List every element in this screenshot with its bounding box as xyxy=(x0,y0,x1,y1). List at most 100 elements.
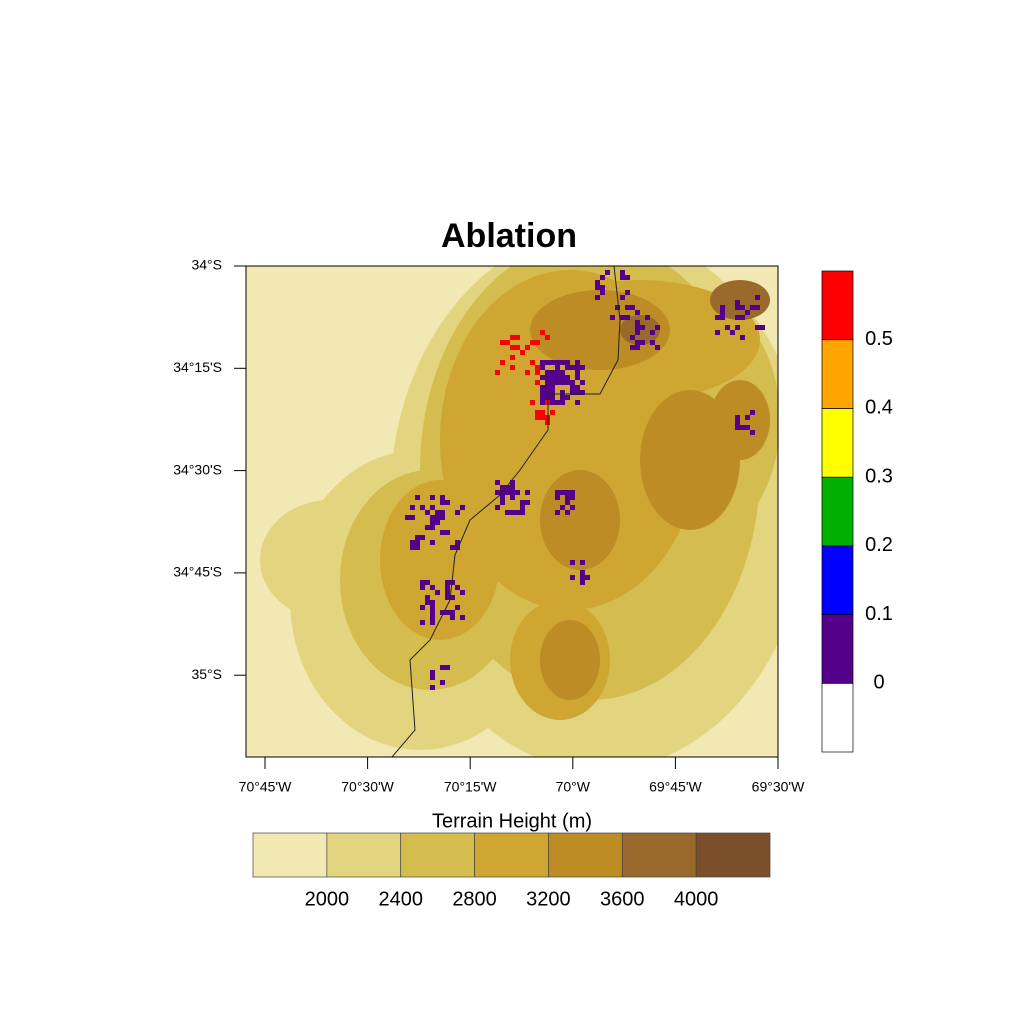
ablation-pixel xyxy=(445,530,450,535)
ablation-pixel xyxy=(535,370,540,375)
lat-label: 34°45'S xyxy=(173,564,222,580)
ablation-pixel xyxy=(735,305,740,310)
ablation-pixel xyxy=(640,340,645,345)
ablation-pixel xyxy=(460,505,465,510)
ablation-pixel xyxy=(570,490,575,495)
ablation-pixel xyxy=(505,490,510,495)
ablation-pixel xyxy=(440,510,445,515)
ablation-pixel xyxy=(425,595,430,600)
ablation-pixel xyxy=(565,395,570,400)
terrain-colorbar-box xyxy=(548,832,623,878)
ablation-pixel xyxy=(565,380,570,385)
ablation-pixel xyxy=(730,330,735,335)
ablation-pixel xyxy=(740,305,745,310)
ablation-pixel xyxy=(510,485,515,490)
ablation-pixel xyxy=(430,600,435,605)
ablation-pixel xyxy=(570,495,575,500)
ablation-pixel xyxy=(545,375,550,380)
ablation-pixel xyxy=(450,615,455,620)
ablation-pixel xyxy=(495,370,500,375)
ablation-pixel xyxy=(420,585,425,590)
ablation-colorbar-label: 0 xyxy=(873,672,884,694)
ablation-pixel xyxy=(650,340,655,345)
lon-label: 70°45'W xyxy=(239,779,292,795)
terrain-colorbar-box xyxy=(621,832,697,878)
ablation-pixel xyxy=(420,505,425,510)
ablation-pixel xyxy=(620,275,625,280)
ablation-pixel xyxy=(620,270,625,275)
ablation-pixel xyxy=(575,385,580,390)
ablation-pixel xyxy=(595,280,600,285)
ablation-pixel xyxy=(500,340,505,345)
ablation-pixel xyxy=(510,355,515,360)
ablation-pixel xyxy=(510,345,515,350)
terrain-colorbar-box xyxy=(252,832,328,878)
ablation-pixel xyxy=(510,495,515,500)
terrain-colorbar-label: 2800 xyxy=(452,888,497,910)
ablation-pixel xyxy=(630,345,635,350)
ablation-pixel xyxy=(560,490,565,495)
ablation-pixel xyxy=(535,380,540,385)
ablation-pixel xyxy=(715,315,720,320)
ablation-pixel xyxy=(720,310,725,315)
terrain-colorbar-label: 3600 xyxy=(600,888,645,910)
ablation-pixel xyxy=(580,570,585,575)
ablation-pixel xyxy=(545,370,550,375)
ablation-colorbar-label: 0.3 xyxy=(865,465,893,487)
ablation-pixel xyxy=(500,485,505,490)
lon-label: 70°30'W xyxy=(341,779,394,795)
ablation-pixel xyxy=(560,360,565,365)
ablation-pixel xyxy=(570,575,575,580)
ablation-pixel xyxy=(520,500,525,505)
ablation-pixel xyxy=(415,540,420,545)
ablation-pixel xyxy=(605,270,610,275)
ablation-pixel xyxy=(550,370,555,375)
ablation-pixel xyxy=(520,505,525,510)
ablation-pixel xyxy=(560,505,565,510)
ablation-pixel xyxy=(525,490,530,495)
ablation-pixel xyxy=(450,595,455,600)
ablation-pixel xyxy=(435,510,440,515)
ablation-pixel xyxy=(555,375,560,380)
ablation-pixel xyxy=(540,360,545,365)
ablation-pixel xyxy=(435,515,440,520)
terrain-colorbar-box xyxy=(474,832,549,878)
ablation-pixel xyxy=(510,480,515,485)
ablation-pixel xyxy=(420,535,425,540)
ablation-pixel xyxy=(555,380,560,385)
ablation-pixel xyxy=(740,315,745,320)
terrain-colorbar-box xyxy=(695,832,771,878)
ablation-pixel xyxy=(450,545,455,550)
ablation-pixel xyxy=(610,315,615,320)
ablation-pixel xyxy=(450,610,455,615)
ablation-pixel xyxy=(745,425,750,430)
ablation-pixel xyxy=(420,620,425,625)
ablation-pixel xyxy=(560,375,565,380)
ablation-pixel xyxy=(570,505,575,510)
ablation-pixel xyxy=(595,295,600,300)
ablation-pixel xyxy=(655,325,660,330)
ablation-pixel xyxy=(440,680,445,685)
ablation-pixel xyxy=(535,340,540,345)
ablation-pixel xyxy=(535,410,540,415)
ablation-pixel xyxy=(560,390,565,395)
ablation-pixel xyxy=(520,510,525,515)
ablation-pixel xyxy=(440,515,445,520)
ablation-pixel xyxy=(445,610,450,615)
ablation-pixel xyxy=(750,430,755,435)
ablation-pixel xyxy=(545,380,550,385)
ablation-pixel xyxy=(545,385,550,390)
lon-label: 69°45'W xyxy=(649,779,702,795)
ablation-pixel xyxy=(635,325,640,330)
ablation-pixel xyxy=(430,505,435,510)
terrain-colorbar-label: 4000 xyxy=(674,888,719,910)
ablation-pixel xyxy=(755,325,760,330)
ablation-colorbar-label: 0.2 xyxy=(865,534,893,556)
ablation-pixel xyxy=(505,510,510,515)
ablation-pixel xyxy=(655,345,660,350)
ablation-pixel xyxy=(750,410,755,415)
ablation-pixel xyxy=(635,345,640,350)
ablation-pixel xyxy=(450,580,455,585)
ablation-pixel xyxy=(505,485,510,490)
ablation-pixel xyxy=(430,520,435,525)
